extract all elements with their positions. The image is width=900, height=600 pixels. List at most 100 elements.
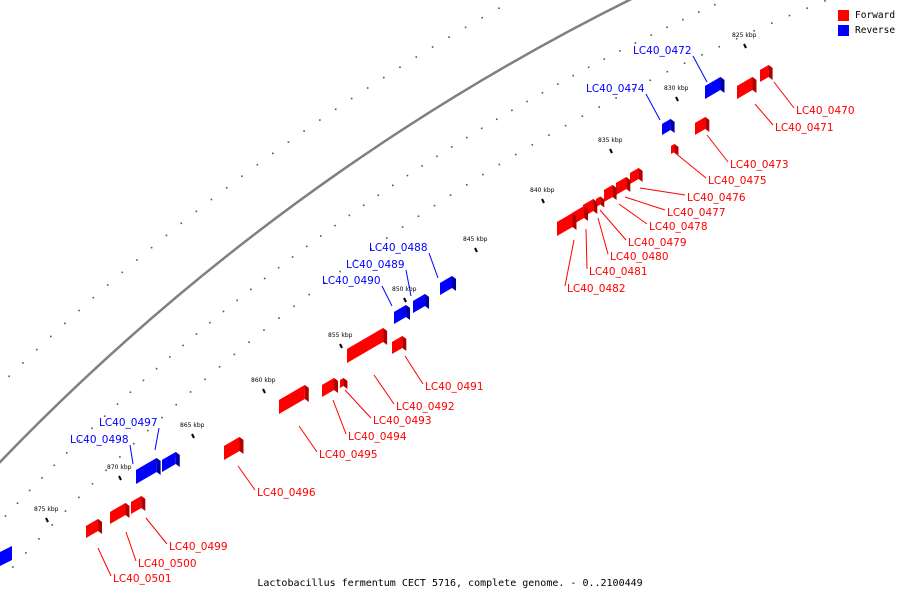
position-dot [433,204,436,207]
gene-box-face [612,185,617,200]
leader-line [645,93,661,121]
position-dot [581,115,584,118]
gene-box-face [322,378,335,397]
position-dot [165,234,168,237]
position-dot [91,482,94,485]
leader-line [618,203,648,225]
gene-box-face [616,177,627,195]
gene-box-face [425,294,430,309]
leader-line [405,269,412,297]
position-dot [92,296,95,299]
gene-box-face [141,496,146,511]
gene-label: LC40_0481 [589,266,648,278]
gene-label: LC40_0488 [369,242,428,254]
position-dot [511,109,513,112]
gene-features [0,65,773,566]
gene-LC40_0501 [86,519,103,538]
gene-label: LC40_0491 [425,381,484,393]
position-dot [382,76,385,79]
position-dot [287,141,290,143]
gene-LC40_0476 [630,168,643,184]
kbp-tick-mark [118,475,122,481]
leader-line [597,217,609,255]
position-dot [788,14,791,17]
leader-line [97,547,112,577]
kbp-ticks: 825 kbp 830 kbp 835 kbp 840 kbp 845 kbp 850 k… [34,32,757,523]
position-dot [587,66,590,69]
gene-LC40_0495 [279,385,309,414]
gene-box-face [343,378,348,389]
kbp-tick-label: 835 kbp [598,137,623,144]
gene-label: LC40_0477 [667,207,726,219]
kbp-tick-label: 845 kbp [463,236,488,243]
gene-box-face [334,378,339,393]
position-dot [175,403,178,406]
position-dot [362,204,365,207]
gene-LC40_0490 [394,305,411,324]
gene-box-face [392,336,403,354]
gene-LC40_0472 [705,77,725,99]
kbp-tick-mark [339,343,343,349]
leader-line [639,187,686,196]
position-dot [78,309,80,312]
position-dot [303,130,305,132]
position-dot [370,248,372,250]
position-dot [619,50,621,52]
position-dot [106,284,109,286]
gene-box-face [402,336,407,351]
position-dot [263,277,266,280]
gene-box-face [452,276,457,291]
position-dot [51,524,53,526]
gene-LC40_0471 [737,77,757,99]
kbp-tick-mark [609,148,613,154]
kbp-tick-mark [45,517,49,523]
gene-label: LC40_0470 [796,105,855,117]
leader-line [404,355,424,385]
position-dot [354,259,357,261]
gene-box-face [604,185,613,202]
position-dot [666,26,668,29]
leader-line [706,134,729,163]
gene-LC40_0499 [131,496,146,514]
gene-label: LC40_0473 [730,159,789,171]
position-dot [222,310,225,313]
leader-line [754,103,774,126]
leader-line [624,196,666,211]
gene-label: LC40_0490 [322,275,381,287]
position-dot [498,7,500,10]
leader-line [154,427,160,451]
gene-label: LC40_0480 [610,251,669,263]
gene-box-face [239,437,244,454]
gene-LC40_0474 [662,119,675,135]
position-dot [399,66,401,69]
gene-box-face [394,305,407,324]
gene-box-face [768,65,773,80]
position-dot [649,79,651,82]
position-dot [256,163,259,166]
position-dot [480,127,483,130]
position-dot [350,97,353,100]
gene-label: LC40_0479 [628,237,687,249]
gene-LC40_0492 [347,328,388,363]
position-dot [210,198,213,201]
position-dot [701,54,703,56]
position-dot [35,348,38,351]
gene-label: LC40_0500 [138,558,197,570]
gene-LC40_0480 [583,199,598,217]
leader-line [298,425,318,453]
gene-box-face [304,385,309,402]
kbp-tick-mark [743,43,747,49]
gene-label: LC40_0475 [708,175,767,187]
gene-LC40_0497 [162,452,180,472]
position-dot [603,58,606,60]
leader-line [599,209,627,241]
position-dot [161,416,163,419]
position-dot [481,16,484,19]
position-dot [401,226,404,228]
position-dot [541,91,544,94]
gene-label: LC40_0474 [586,83,645,95]
position-dot [718,45,721,48]
gene-box-face [175,452,180,467]
kbp-tick-mark [403,297,407,303]
position-dot [431,46,434,48]
